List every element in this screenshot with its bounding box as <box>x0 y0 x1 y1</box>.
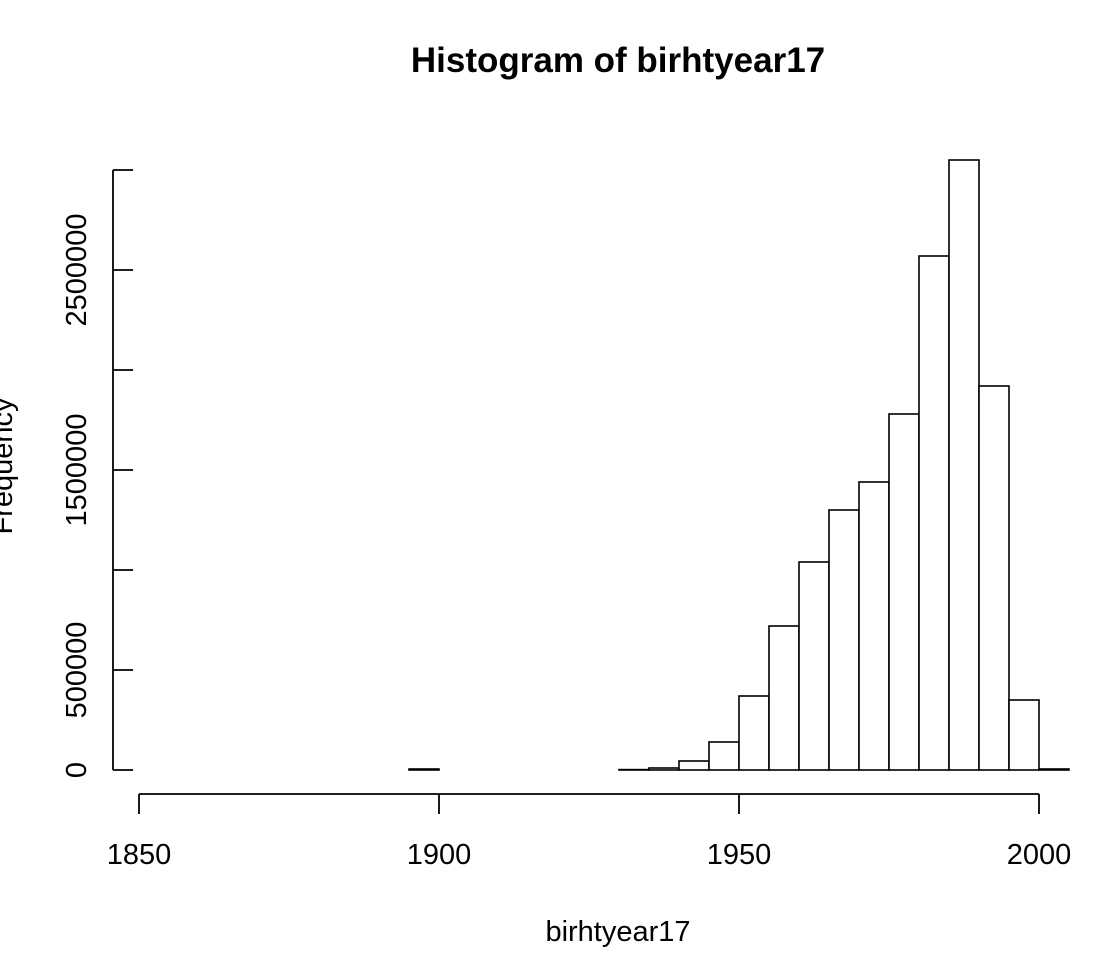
histogram-bar <box>858 481 890 771</box>
x-tick-label: 1900 <box>407 839 472 871</box>
x-tick-label: 2000 <box>1007 839 1072 871</box>
x-tick-label: 1850 <box>107 839 172 871</box>
histogram-bar <box>918 255 950 771</box>
histogram-bar <box>738 695 770 771</box>
histogram-bar <box>888 413 920 771</box>
histogram-bar <box>978 385 1010 771</box>
histogram-bar <box>1038 768 1070 771</box>
y-axis-label: Frequency <box>0 397 19 535</box>
x-axis: 1850 1900 1950 2000 <box>107 793 1072 871</box>
histogram-bar <box>1008 699 1040 771</box>
y-tick-label: 1500000 <box>61 414 93 527</box>
y-tick-label: 500000 <box>61 622 93 719</box>
y-axis: 0 500000 1500000 2500000 <box>61 169 133 778</box>
histogram-bar <box>648 767 680 771</box>
y-tick-label: 0 <box>61 762 93 778</box>
histogram-bar <box>948 159 980 771</box>
y-tick-label: 2500000 <box>61 214 93 327</box>
histogram-bar <box>678 760 710 771</box>
histogram-bar <box>828 509 860 771</box>
histogram-bar <box>708 741 740 771</box>
histogram-bar <box>408 768 440 771</box>
histogram-bar <box>768 625 800 771</box>
x-tick-label: 1950 <box>707 839 772 871</box>
x-axis-label: birhtyear17 <box>545 916 690 948</box>
histogram-bars <box>408 159 1070 771</box>
histogram-bar <box>798 561 830 771</box>
chart-title: Histogram of birhtyear17 <box>411 41 825 80</box>
